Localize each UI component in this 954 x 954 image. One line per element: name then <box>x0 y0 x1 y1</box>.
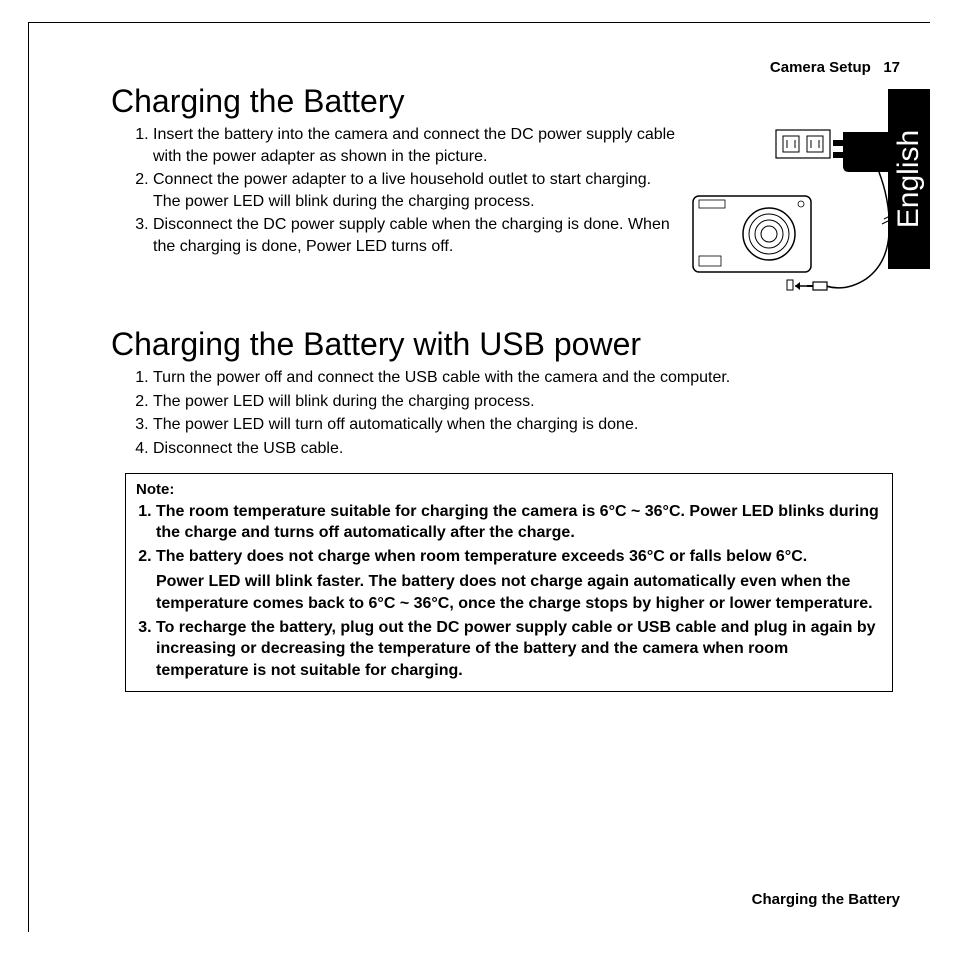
section2-title: Charging the Battery with USB power <box>111 326 921 363</box>
note-box: Note: The room temperature suitable for … <box>125 473 893 692</box>
note-item: The room temperature suitable for chargi… <box>156 501 882 544</box>
section2-list: Turn the power off and connect the USB c… <box>111 367 921 459</box>
note-item-text: The battery does not charge when room te… <box>156 548 807 565</box>
section1-step: Insert the battery into the camera and c… <box>153 124 681 167</box>
main-content: Charging the Battery Insert the battery … <box>111 83 921 692</box>
section2-step: The power LED will blink during the char… <box>153 391 921 413</box>
section2-step: Turn the power off and connect the USB c… <box>153 367 921 389</box>
note-item: To recharge the battery, plug out the DC… <box>156 617 882 682</box>
section1-title: Charging the Battery <box>111 83 921 120</box>
charging-illustration <box>691 124 921 304</box>
page-frame: Camera Setup 17 English Charging the Bat… <box>28 22 930 932</box>
section-label: Camera Setup <box>770 59 871 76</box>
section1-list: Insert the battery into the camera and c… <box>111 124 681 304</box>
note-label: Note: <box>136 480 882 500</box>
page-footer: Charging the Battery <box>752 891 900 908</box>
section2-step: The power LED will turn off automaticall… <box>153 414 921 436</box>
note-item-sub: Power LED will blink faster. The battery… <box>156 571 882 614</box>
section1-step: Connect the power adapter to a live hous… <box>153 169 681 212</box>
section2-step: Disconnect the USB cable. <box>153 438 921 460</box>
page-header: Camera Setup 17 <box>770 59 900 76</box>
page-number: 17 <box>883 59 900 76</box>
section1-body: Insert the battery into the camera and c… <box>111 124 921 304</box>
note-item: The battery does not charge when room te… <box>156 546 882 615</box>
section1-step: Disconnect the DC power supply cable whe… <box>153 214 681 257</box>
